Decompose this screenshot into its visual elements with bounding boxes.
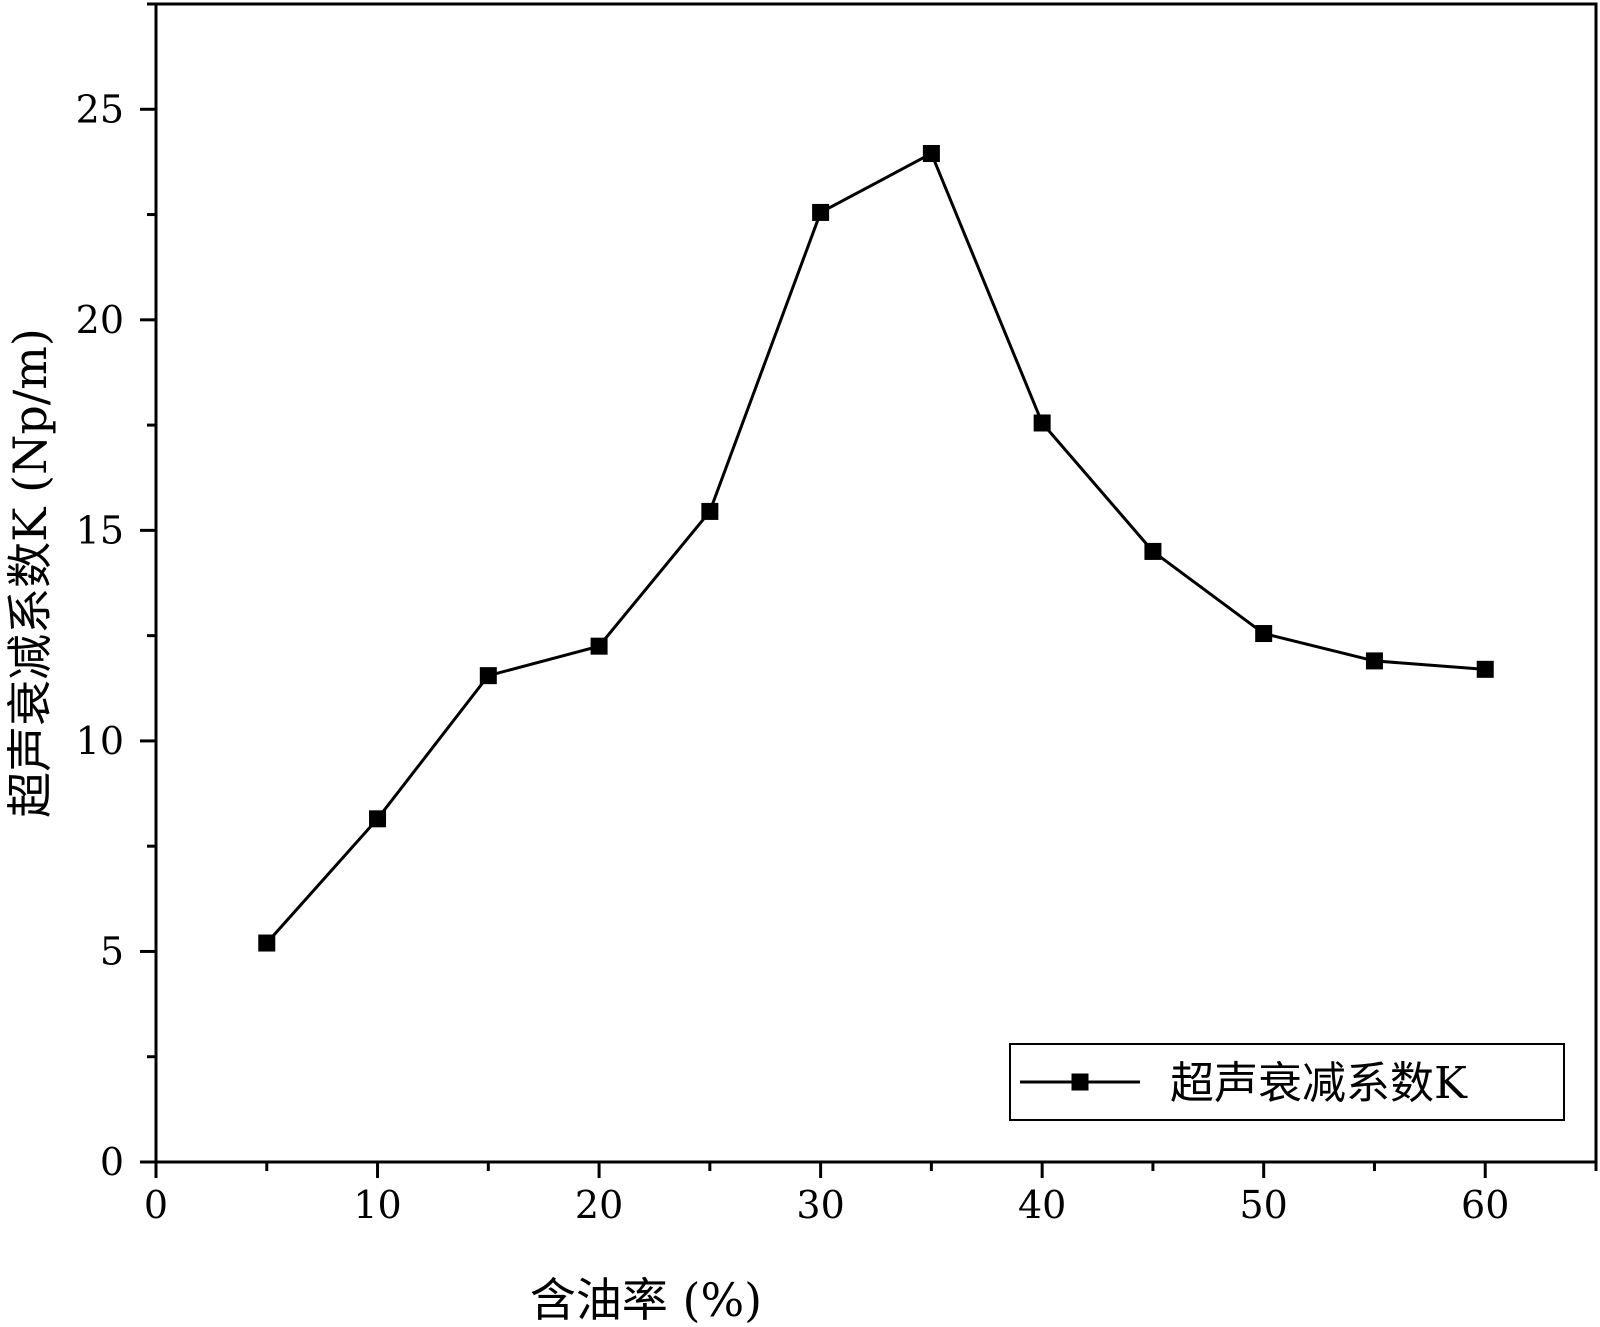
data-point-marker: [479, 667, 497, 685]
legend-marker-square: [1071, 1073, 1089, 1091]
legend: 超声衰减系数K: [1009, 1043, 1565, 1121]
x-axis-ticks: 0 10 20 30 40 50 60: [144, 1162, 1598, 1227]
x-tick-label: 60: [1461, 1183, 1509, 1227]
data-point-marker: [1476, 660, 1494, 678]
data-point-marker: [1365, 652, 1383, 670]
x-tick-label: 0: [144, 1183, 168, 1227]
data-point-marker: [590, 637, 608, 655]
y-tick-label: 10: [76, 719, 124, 763]
y-tick-label: 0: [100, 1140, 124, 1184]
data-point-marker: [922, 144, 940, 162]
x-tick-label: 40: [1018, 1183, 1066, 1227]
series-line: [265, 151, 1486, 945]
data-point-marker: [812, 203, 830, 221]
x-tick-label: 30: [796, 1183, 844, 1227]
x-tick-label: 50: [1240, 1183, 1288, 1227]
x-tick-label: 20: [575, 1183, 623, 1227]
data-point-marker: [369, 810, 387, 828]
legend-label: 超声衰减系数K: [1170, 1058, 1468, 1109]
y-tick-label: 5: [100, 929, 124, 973]
x-tick-label: 10: [353, 1183, 401, 1227]
data-point-marker: [1144, 542, 1162, 560]
data-point-marker: [1255, 625, 1273, 643]
y-tick-label: 15: [76, 508, 124, 552]
data-point-marker: [1033, 414, 1051, 432]
series-layer: [258, 144, 1494, 952]
y-tick-label: 20: [76, 298, 124, 342]
y-axis-title: 超声衰减系数K (Np/m): [3, 328, 57, 818]
data-point-marker: [701, 502, 719, 520]
data-point-marker: [258, 934, 276, 952]
y-tick-label: 25: [76, 87, 124, 131]
y-axis-ticks: 0 5 10 15 20 25: [76, 2, 156, 1184]
x-axis-title: 含油率 (%): [530, 1273, 762, 1327]
